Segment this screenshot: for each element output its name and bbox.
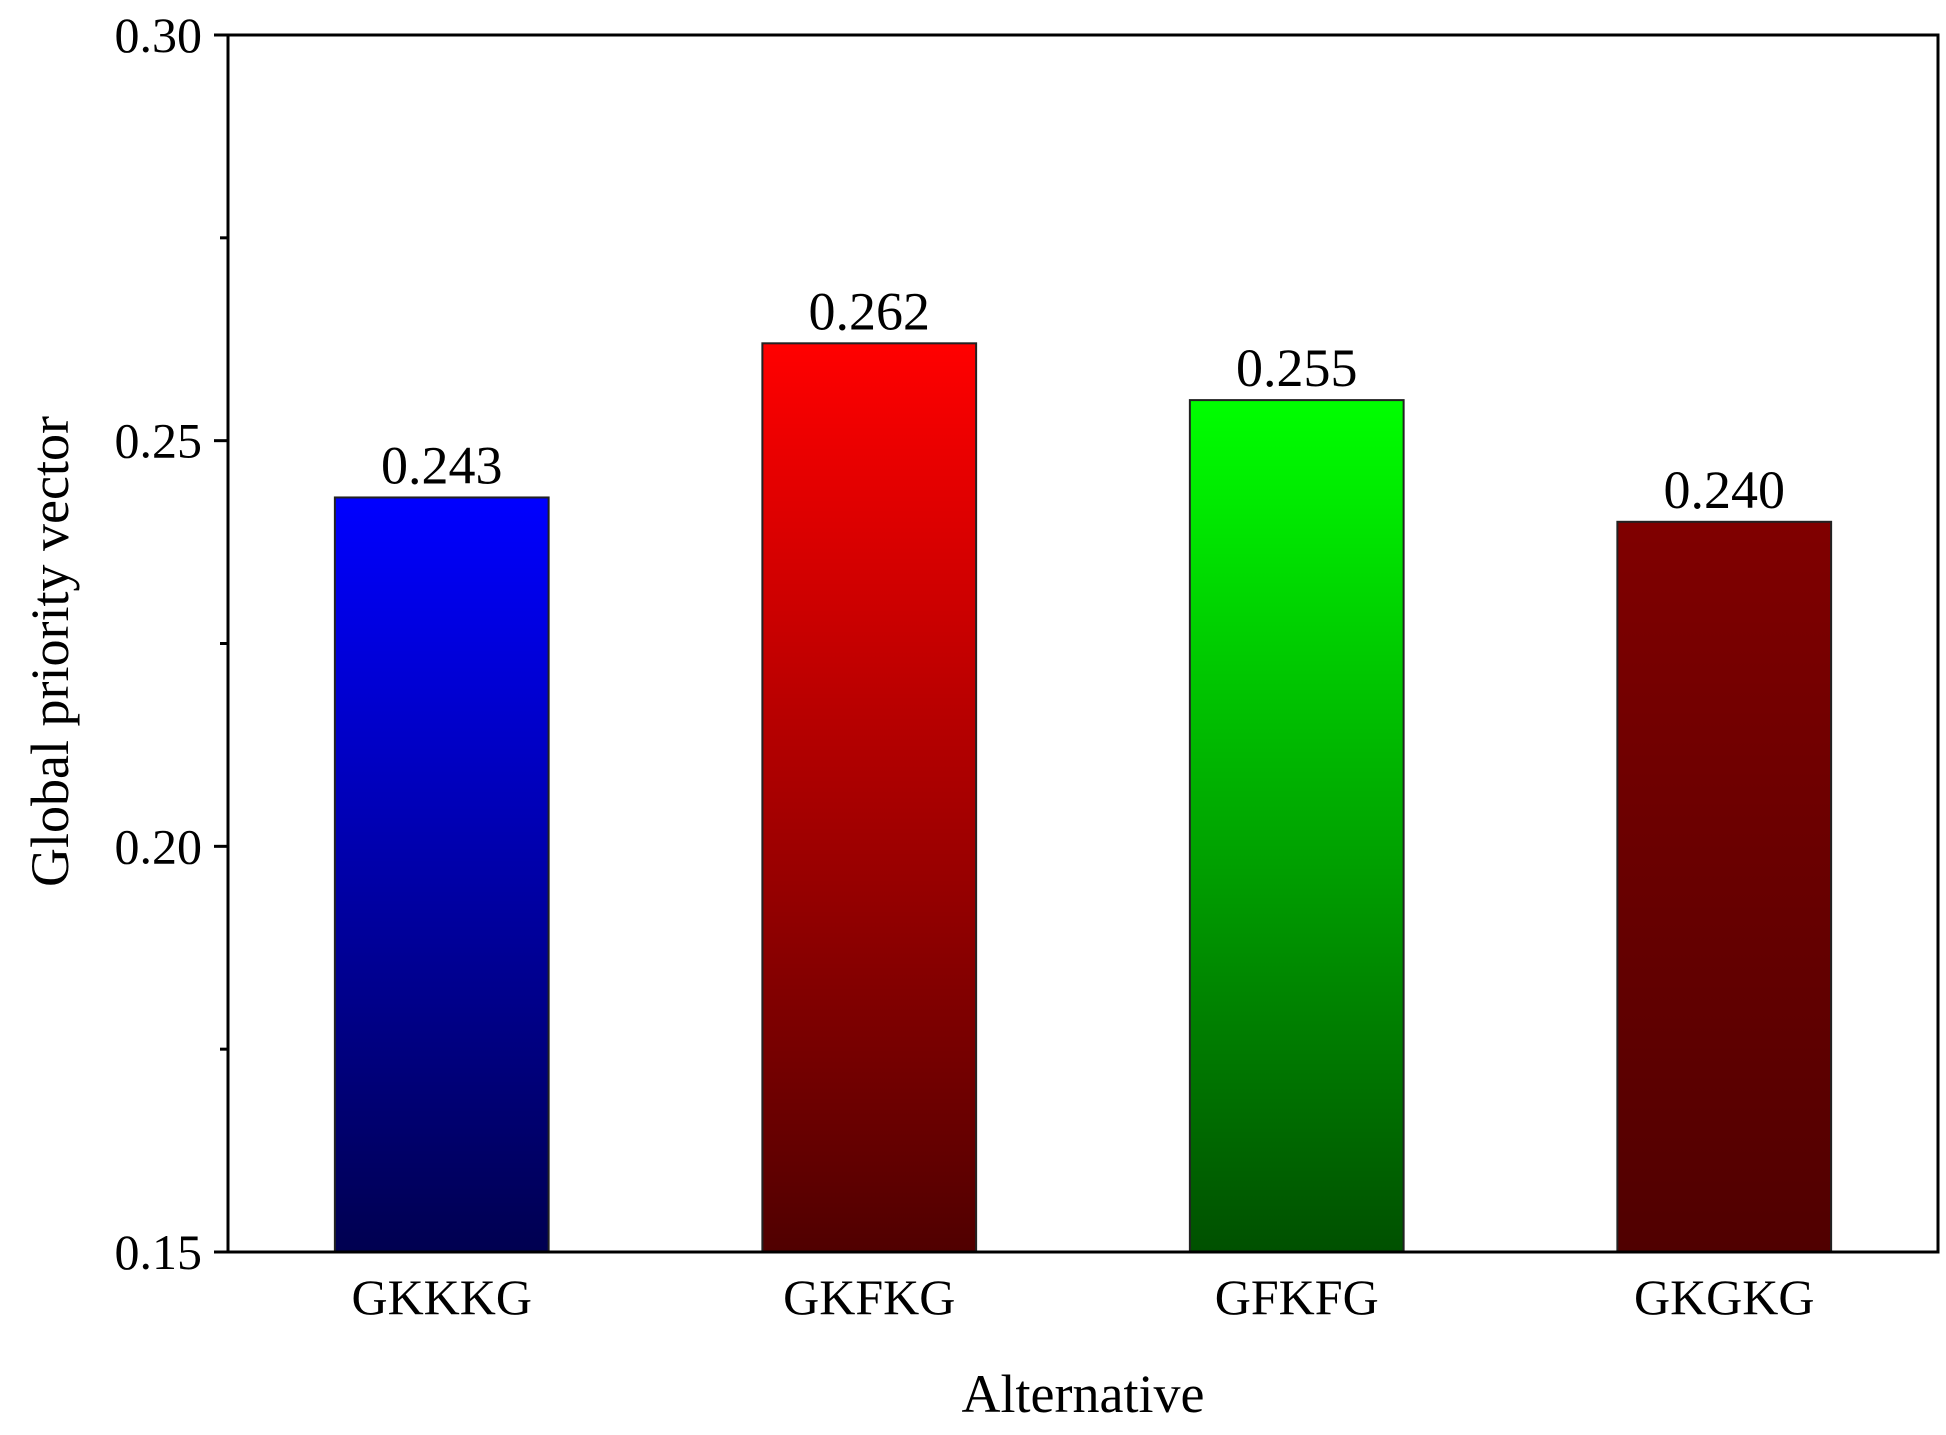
bars-group xyxy=(333,342,1833,1254)
bar-gfkfg xyxy=(1188,399,1405,1254)
x-tick-label: GKKKG xyxy=(351,1269,532,1325)
x-tick-label: GKFKG xyxy=(783,1269,955,1325)
y-tick-label: 0.30 xyxy=(115,7,203,63)
y-axis-title: Global priority vector xyxy=(20,416,80,887)
bar-gkfkg xyxy=(761,342,978,1254)
y-tick-label: 0.15 xyxy=(115,1224,203,1280)
data-labels-group: 0.243 0.262 0.255 0.240 xyxy=(381,281,1785,519)
x-axis-title: Alternative xyxy=(962,1364,1205,1424)
bar-gkkkg xyxy=(333,496,550,1253)
data-label: 0.262 xyxy=(809,281,931,341)
y-axis: 0.15 0.20 0.25 0.30 xyxy=(115,7,228,1280)
bar-gkgkg xyxy=(1616,520,1833,1253)
data-label: 0.240 xyxy=(1664,460,1786,520)
data-label: 0.243 xyxy=(381,435,503,495)
x-axis: GKKKG GKFKG GFKFG GKGKG xyxy=(351,1269,1814,1325)
y-tick-label: 0.20 xyxy=(115,818,203,874)
data-label: 0.255 xyxy=(1236,338,1358,398)
x-tick-label: GKGKG xyxy=(1634,1269,1815,1325)
y-tick-label: 0.25 xyxy=(115,413,203,469)
x-tick-label: GFKFG xyxy=(1215,1269,1379,1325)
